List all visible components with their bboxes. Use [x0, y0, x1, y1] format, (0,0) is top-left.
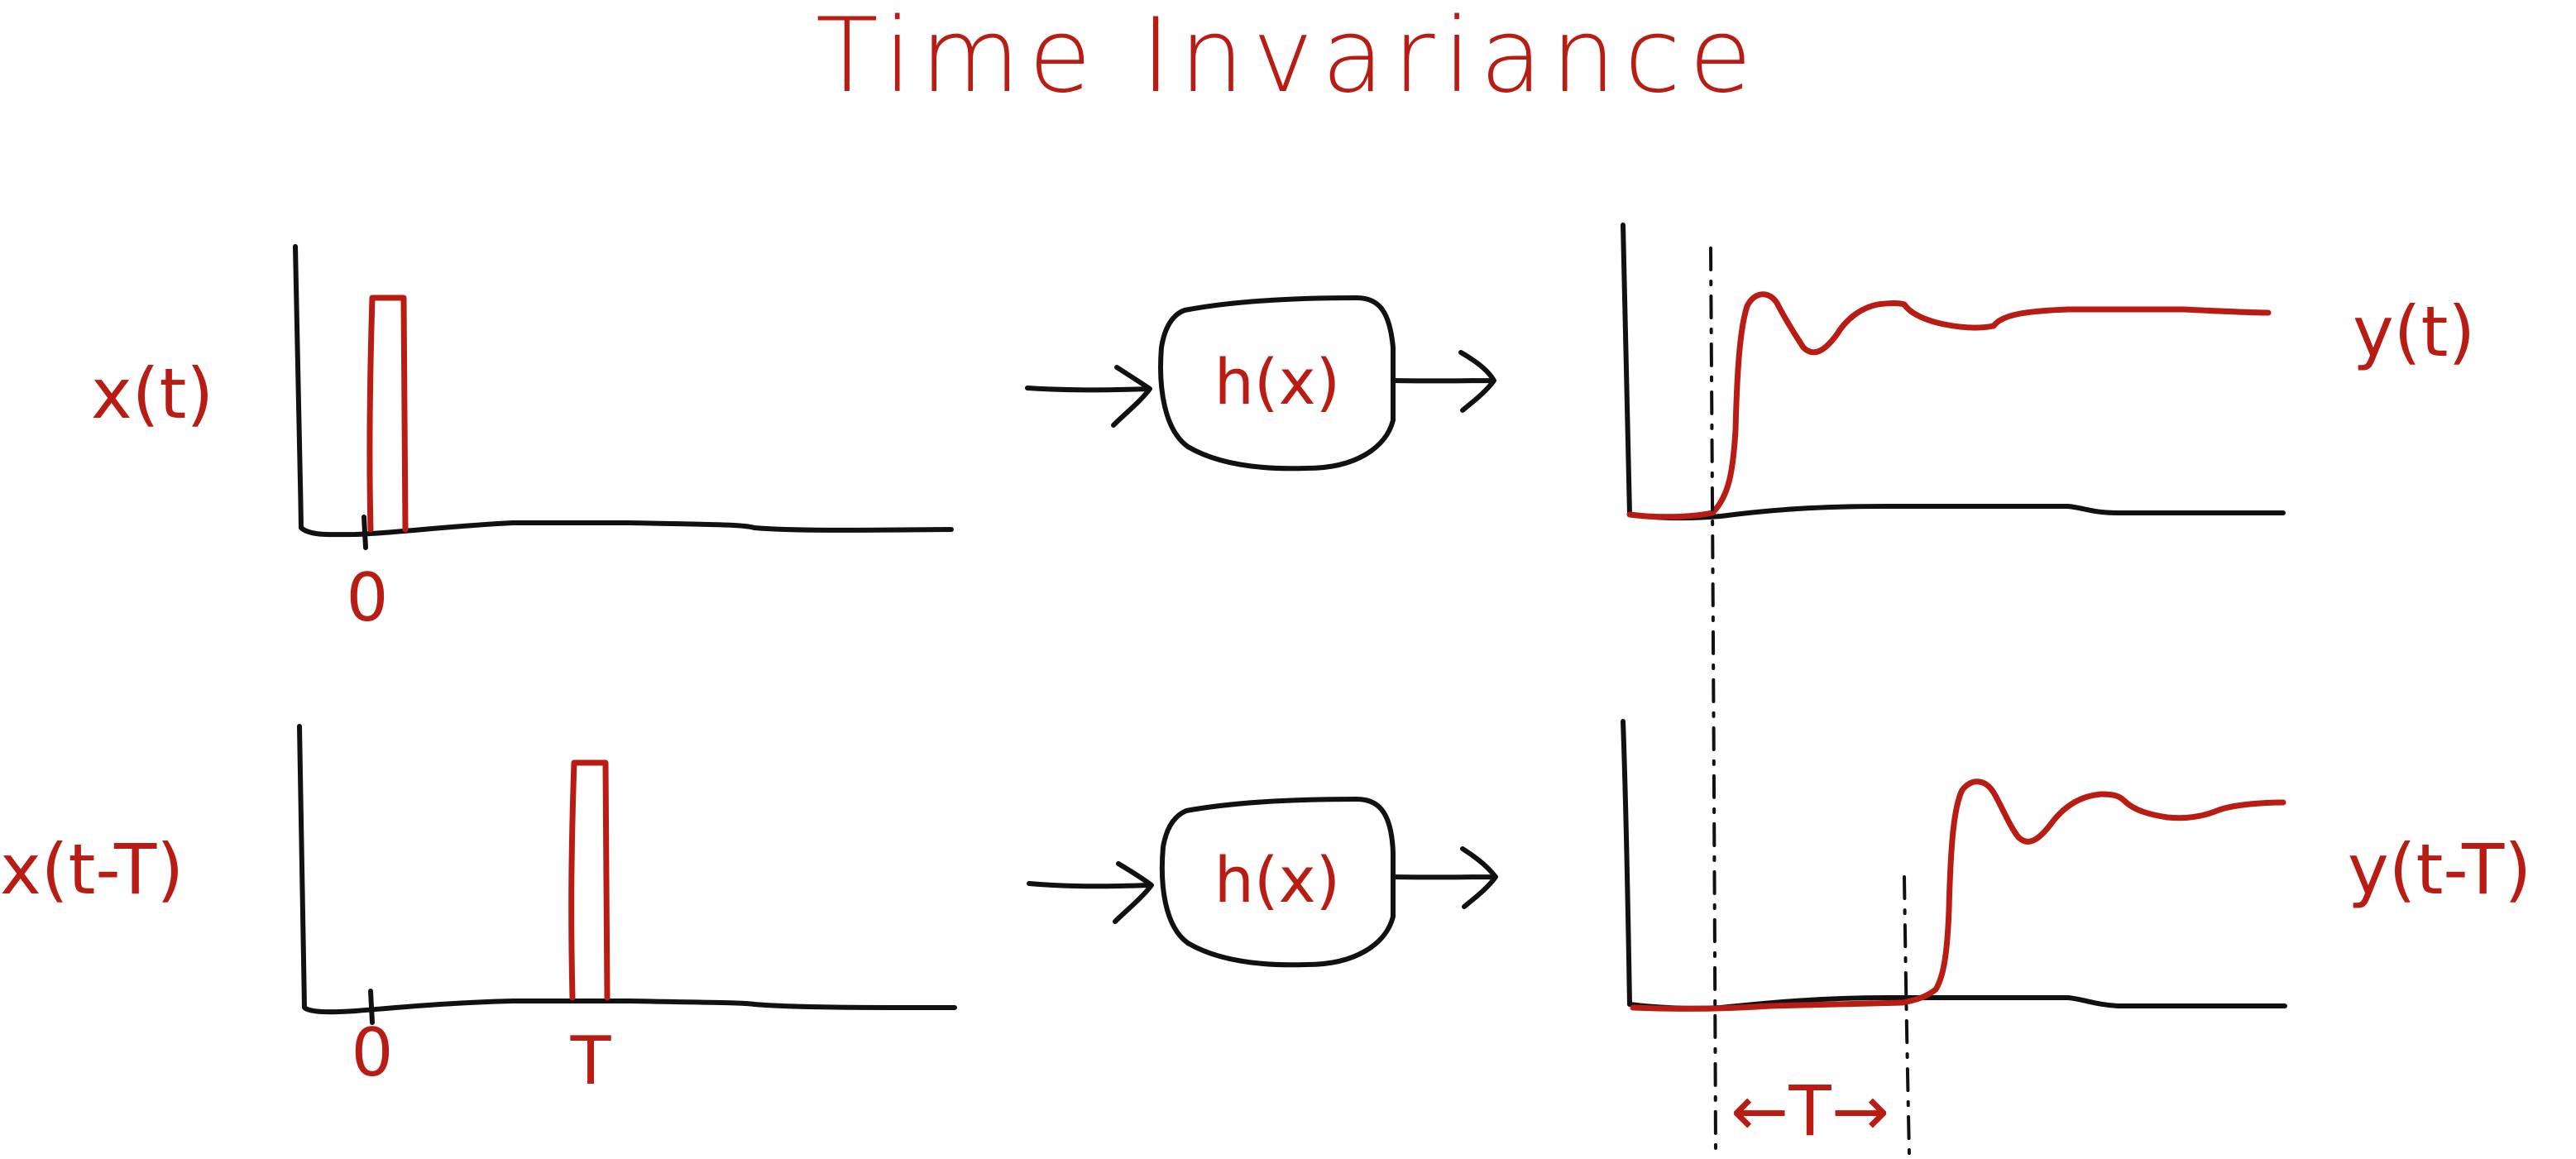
top-output-response — [1626, 291, 2272, 520]
bottom-output-response — [1630, 778, 2286, 1012]
guide-line-shift — [1903, 875, 1911, 1157]
top-system-box — [1158, 295, 1396, 472]
top-system-label: h(x) — [1214, 345, 1340, 419]
top-input-arrow — [1025, 365, 1152, 428]
bottom-output-plot: y(t-T) — [1621, 719, 2531, 1012]
bottom-input-plot: x(t-T) 0 T — [0, 724, 957, 1099]
shift-marker-label: ←T→ — [1731, 1070, 1889, 1152]
bottom-system-label: h(x) — [1214, 843, 1340, 917]
bottom-input-label: x(t-T) — [0, 829, 184, 910]
top-output-label: y(t) — [2353, 291, 2475, 372]
shift-marker: ←T→ — [1731, 1070, 1889, 1152]
diagram-title: Time Invariance — [816, 0, 1760, 116]
top-input-label: x(t) — [91, 353, 213, 434]
top-system: h(x) — [1025, 295, 1496, 472]
top-output-plot: y(t) — [1621, 223, 2475, 521]
bottom-input-pulse — [568, 759, 610, 1001]
bottom-system-box — [1159, 797, 1396, 968]
top-input-axes — [293, 244, 954, 538]
guide-line-zero — [1709, 247, 1717, 1157]
bottom-output-axes — [1621, 719, 2287, 1011]
bottom-input-axes — [297, 724, 957, 1015]
top-input-pulse — [366, 295, 409, 533]
bottom-zero-tick-label: 0 — [352, 1014, 394, 1091]
top-input-plot: x(t) 0 — [91, 244, 954, 636]
bottom-zero-tick — [368, 989, 375, 1025]
bottom-system: h(x) — [1027, 797, 1498, 968]
bottom-output-label: y(t-T) — [2348, 829, 2531, 910]
top-zero-tick — [362, 515, 368, 550]
top-output-axes — [1621, 223, 2286, 521]
bottom-input-arrow — [1027, 861, 1154, 924]
top-zero-tick-label: 0 — [347, 559, 389, 636]
bottom-output-arrow — [1392, 846, 1498, 909]
bottom-shift-tick-label: T — [570, 1023, 612, 1099]
top-output-arrow — [1392, 350, 1496, 413]
